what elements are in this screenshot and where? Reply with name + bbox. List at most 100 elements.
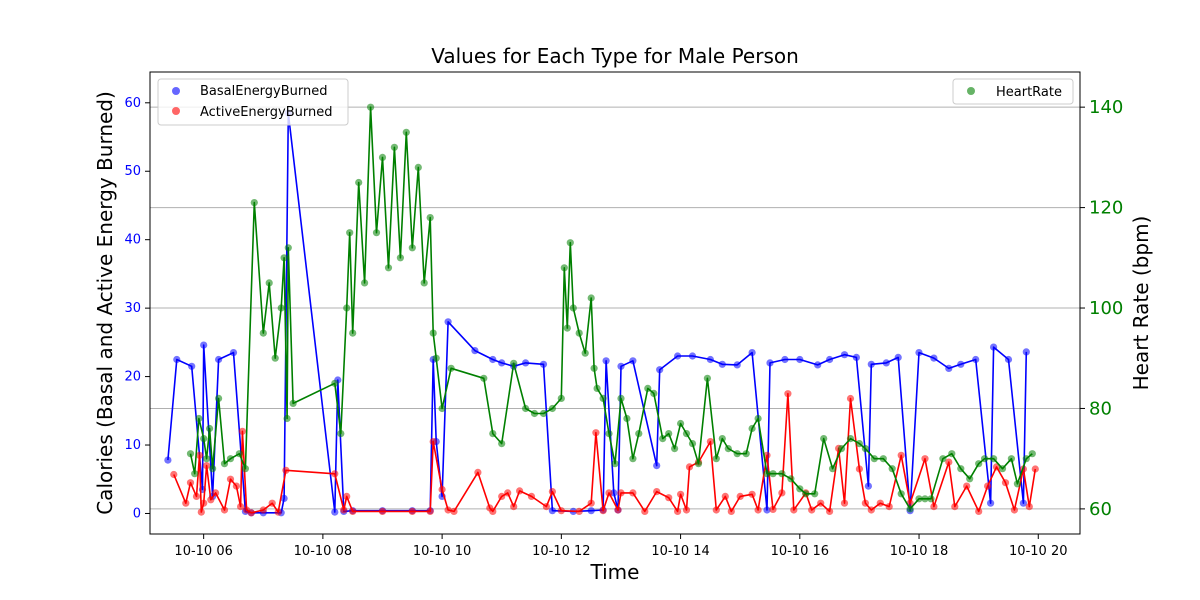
point-activeenergyburned	[438, 485, 446, 494]
point-activeenergyburned	[274, 508, 282, 516]
point-activeenergyburned	[575, 507, 583, 515]
point-heartrate	[724, 445, 732, 453]
point-heartrate	[548, 404, 557, 413]
point-heartrate	[787, 475, 795, 483]
point-heartrate	[581, 349, 589, 357]
point-heartrate	[590, 364, 598, 372]
point-heartrate	[346, 229, 354, 237]
point-activeenergyburned	[808, 506, 816, 514]
point-basalenergyburned	[539, 360, 548, 368]
point-heartrate	[796, 485, 804, 493]
point-activeenergyburned	[629, 489, 637, 497]
point-basalenergyburned	[688, 352, 697, 360]
point-basalenergyburned	[280, 494, 288, 502]
point-heartrate	[754, 414, 762, 423]
point-heartrate	[378, 153, 387, 161]
point-activeenergyburned	[340, 506, 348, 514]
point-heartrate	[718, 435, 726, 443]
point-activeenergyburned	[951, 503, 959, 511]
point-activeenergyburned	[429, 438, 437, 446]
plot-area	[164, 103, 1039, 517]
point-basalenergyburned	[629, 357, 637, 365]
point-basalenergyburned	[522, 359, 530, 367]
point-basalenergyburned	[826, 355, 834, 364]
y-tick-label-left: 20	[124, 370, 141, 385]
y-tick-label-right: 80	[1089, 398, 1112, 419]
point-heartrate	[390, 143, 398, 151]
point-activeenergyburned	[592, 429, 600, 437]
series-heartrate	[186, 103, 1036, 513]
point-heartrate	[635, 430, 643, 438]
point-activeenergyburned	[182, 499, 190, 507]
x-tick-label: 10-10 20	[1009, 544, 1067, 559]
point-heartrate	[820, 435, 828, 443]
point-heartrate	[677, 419, 685, 428]
point-heartrate	[921, 495, 929, 503]
x-tick-label: 10-10 12	[532, 544, 590, 559]
x-tick-label: 10-10 10	[413, 544, 471, 559]
point-basalenergyburned	[188, 362, 196, 370]
point-heartrate	[778, 470, 786, 478]
point-basalenergyburned	[840, 351, 849, 359]
point-basalenergyburned	[957, 360, 965, 368]
point-heartrate	[209, 465, 217, 473]
point-activeenergyburned	[945, 458, 953, 466]
point-heartrate	[939, 455, 947, 463]
point-activeenergyburned	[784, 390, 792, 398]
point-heartrate	[981, 455, 989, 463]
point-heartrate	[742, 450, 750, 458]
axes: 60 80 100 120 140 0 10 20 30 40 50 60 10-10 06 10-10 …	[124, 96, 1123, 559]
point-activeenergyburned	[186, 479, 195, 487]
point-activeenergyburned	[498, 492, 506, 500]
point-heartrate	[966, 475, 974, 483]
point-activeenergyburned	[1001, 479, 1010, 487]
point-basalenergyburned	[164, 456, 172, 464]
point-basalenergyburned	[972, 355, 980, 364]
y-tick-label-left: 30	[124, 301, 141, 316]
point-activeenergyburned	[921, 455, 929, 463]
point-heartrate	[563, 324, 571, 332]
point-activeenergyburned	[557, 507, 565, 515]
point-activeenergyburned	[769, 505, 777, 513]
y-tick-label-right: 60	[1089, 499, 1112, 520]
point-activeenergyburned	[444, 506, 452, 514]
point-heartrate	[703, 374, 712, 382]
point-heartrate	[566, 239, 574, 247]
legend-right: HeartRate	[952, 78, 1074, 105]
point-basalenergyburned	[733, 361, 741, 369]
legend-label-heartrate: HeartRate	[996, 85, 1062, 100]
point-activeenergyburned	[548, 488, 557, 496]
point-heartrate	[220, 460, 229, 468]
point-heartrate	[611, 460, 619, 468]
point-activeenergyburned	[195, 451, 204, 459]
point-heartrate	[870, 455, 878, 463]
point-basalenergyburned	[215, 355, 223, 364]
point-heartrate	[522, 404, 530, 413]
point-activeenergyburned	[1010, 506, 1019, 514]
point-basalenergyburned	[498, 359, 506, 367]
point-activeenergyburned	[426, 507, 434, 515]
point-heartrate	[349, 329, 357, 337]
legend-label-basal: BasalEnergyBurned	[200, 84, 328, 99]
point-activeenergyburned	[212, 489, 220, 497]
point-heartrate	[432, 354, 440, 362]
point-activeenergyburned	[450, 507, 458, 515]
point-activeenergyburned	[653, 488, 661, 496]
point-activeenergyburned	[754, 506, 762, 514]
point-activeenergyburned	[408, 507, 416, 515]
point-heartrate	[1013, 480, 1022, 488]
point-basalenergyburned	[331, 508, 339, 516]
point-activeenergyburned	[846, 394, 855, 403]
point-activeenergyburned	[975, 507, 983, 515]
point-heartrate	[200, 435, 208, 443]
point-activeenergyburned	[855, 465, 864, 473]
point-activeenergyburned	[897, 451, 905, 459]
point-activeenergyburned	[378, 507, 387, 515]
point-activeenergyburned	[682, 506, 691, 514]
point-activeenergyburned	[930, 503, 938, 511]
point-heartrate	[888, 465, 896, 473]
point-basalenergyburned	[548, 507, 557, 515]
point-heartrate	[250, 199, 258, 207]
point-heartrate	[289, 399, 297, 407]
